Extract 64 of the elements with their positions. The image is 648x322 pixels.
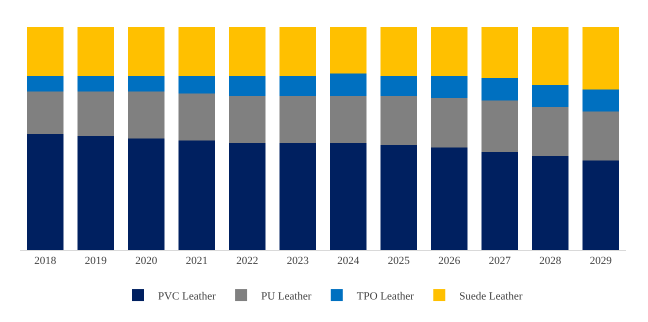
x-tick-label: 2027 [488,255,512,268]
bar [330,26,367,74]
bar [178,76,216,94]
x-tick-label: 2025 [388,255,410,268]
bar [128,76,165,92]
bar [279,76,316,96]
x-tick-label: 2023 [286,255,310,268]
bar [228,26,266,76]
bar [532,156,569,250]
bar [77,76,114,92]
legend-label: PVC Leather [158,290,216,302]
bar [481,78,518,100]
x-tick-label: 2020 [135,255,158,268]
bar [380,145,418,250]
legend-label: PU Leather [261,290,312,302]
bar [128,138,165,250]
bar [77,136,114,250]
bar [178,26,216,76]
bar [128,91,165,138]
legend-label: TPO Leather [356,290,414,302]
bar [481,26,518,78]
bar [279,26,316,76]
x-tick-label: 2022 [236,255,258,268]
bar [228,96,266,143]
x-tick-label: 2029 [590,255,612,268]
bar [380,76,418,96]
x-tick-label: 2021 [186,255,208,268]
bar [532,84,569,108]
bar [330,96,367,143]
bar [430,98,468,148]
bar [582,89,620,112]
legend-label: Suede Leather [459,290,523,302]
bar [481,152,518,250]
bar [26,91,64,134]
bar [481,100,518,152]
x-tick-label: 2019 [84,255,108,268]
bar [380,26,418,76]
bar [77,91,114,136]
bar [532,107,569,156]
bar [228,142,266,250]
x-tick-label: 2028 [539,255,562,268]
bar [178,140,216,250]
bar [430,147,468,250]
bar [228,76,266,96]
bar [380,96,418,146]
bar [26,134,64,250]
bar [582,160,620,250]
bar [279,96,316,143]
x-tick-label: 2026 [438,255,461,268]
bar [128,26,165,76]
bar [330,74,367,96]
x-tick-label: 2024 [337,255,360,268]
bar [330,142,367,250]
bar [26,26,64,76]
bar [430,76,468,98]
bar [279,142,316,250]
bar [430,26,468,76]
x-tick-label: 2018 [34,255,57,268]
bar [582,26,620,90]
bar [26,76,64,92]
bar [178,94,216,141]
bar [532,26,569,85]
bar [77,26,114,76]
bar [582,112,620,161]
